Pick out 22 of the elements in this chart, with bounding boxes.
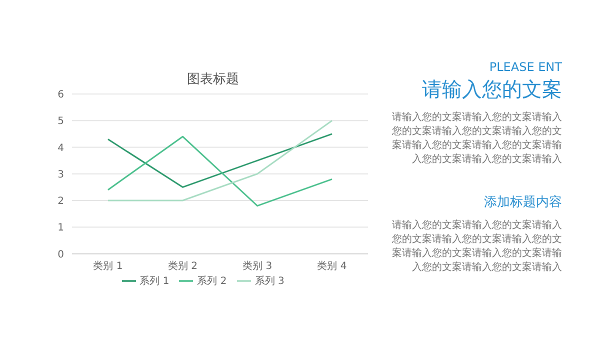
line-series — [107, 136, 333, 207]
x-tick-label: 类别 4 — [317, 260, 347, 272]
text: PLEASE ENT — [488, 60, 562, 74]
x-tick-label: 类别 3 — [242, 260, 272, 272]
y-tick-label: 3 — [58, 169, 64, 180]
y-tick-label: 1 — [58, 222, 64, 234]
line-series — [107, 133, 333, 188]
legend-label: 系列 2 — [197, 276, 227, 287]
legend-label: 系列 3 — [254, 276, 284, 287]
x-tick-label: 类别 1 — [93, 260, 123, 272]
text: 添加标题内容 — [483, 194, 562, 211]
y-tick-label: 4 — [58, 142, 64, 154]
x-tick-label: 类别 2 — [168, 260, 198, 272]
text: 请输入您的文案请输入您的文案请输入您的文案请输入您的文案请输入您的文案请输入您的文案请输入您的文案请输入您的文案请输入您的文案请输入 — [392, 111, 562, 167]
y-tick-label: 6 — [58, 90, 64, 101]
text: 请输入您的文案 — [421, 76, 562, 103]
legend-label: 系列 1 — [140, 276, 170, 287]
y-tick-label: 5 — [58, 116, 64, 128]
y-tick-label: 2 — [58, 196, 64, 208]
y-tick-label: 0 — [58, 249, 64, 260]
text: 请输入您的文案请输入您的文案请输入您的文案请输入您的文案请输入您的文案请输入您的文案请输入您的文案请输入您的文案请输入您的文案请输入 — [392, 219, 562, 275]
chart-title: 图表标题 — [186, 71, 240, 88]
